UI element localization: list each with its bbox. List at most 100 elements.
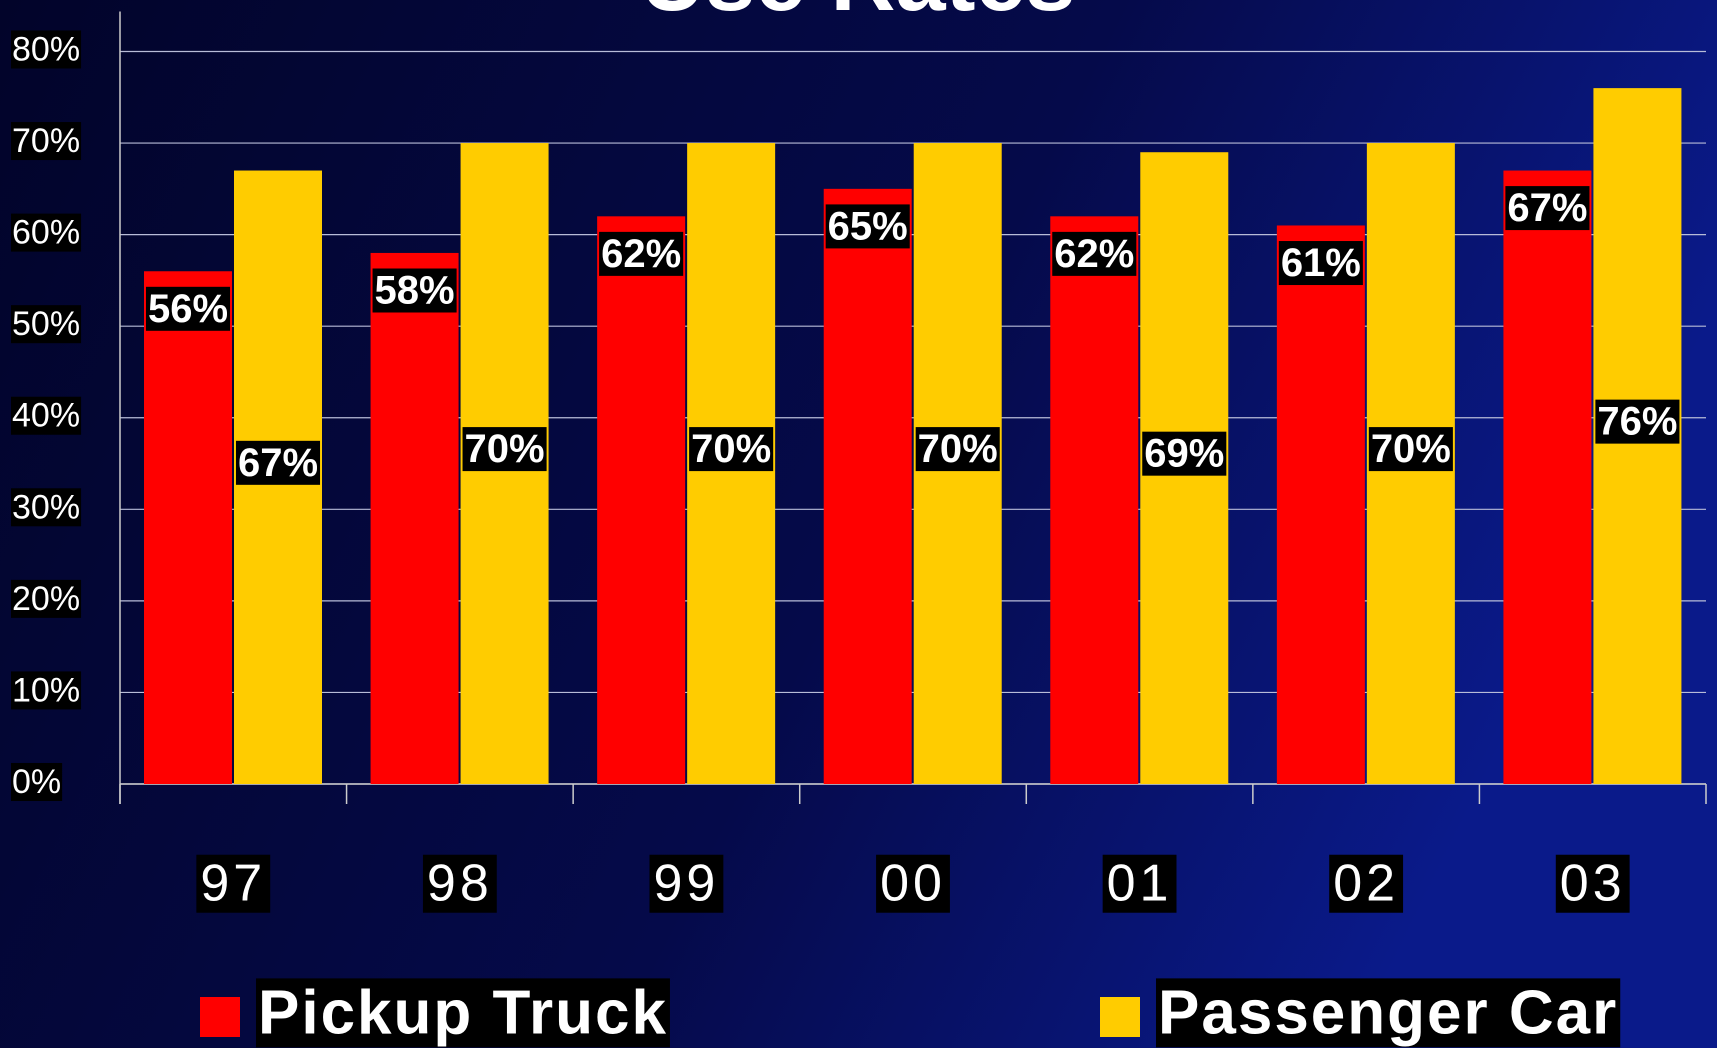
legend-label-box <box>1156 978 1621 1048</box>
data-label: 70% <box>1371 427 1451 471</box>
y-tick-label-box <box>11 396 82 435</box>
x-tick-label: 01 <box>1107 855 1173 913</box>
data-label: 67% <box>238 441 318 485</box>
data-label-group: 69% <box>1142 431 1227 476</box>
legend-label: Pickup Truck <box>258 978 668 1047</box>
y-tick-label-group: 40% <box>11 396 82 435</box>
x-tick-label-box <box>1102 854 1177 913</box>
y-tick-label-box <box>11 671 82 710</box>
bar <box>144 271 232 784</box>
data-label-box <box>689 427 774 472</box>
data-label-group: 61% <box>1278 241 1363 286</box>
data-label-group: 56% <box>145 286 231 331</box>
y-tick-label-group: 80% <box>11 30 82 69</box>
y-tick-label-box <box>11 762 63 801</box>
y-tick-label-group: 50% <box>11 305 82 344</box>
data-label-box <box>1278 241 1363 286</box>
data-label: 70% <box>918 427 998 471</box>
data-label: 70% <box>465 427 545 471</box>
bar <box>370 252 459 784</box>
x-tick-label-group: 01 <box>1102 854 1177 913</box>
bar <box>823 188 912 784</box>
y-tick-label-group: 10% <box>11 671 82 710</box>
y-tick-label: 80% <box>12 30 80 68</box>
data-label-box <box>462 427 547 472</box>
data-label: 67% <box>1507 186 1587 230</box>
bar <box>597 216 686 784</box>
x-tick-label: 00 <box>880 855 946 913</box>
y-tick-label-box <box>11 122 82 161</box>
x-tick-label-group: 03 <box>1555 854 1630 913</box>
data-label-box <box>1595 399 1680 444</box>
data-label: 76% <box>1597 400 1677 444</box>
legend-label-group: Passenger Car <box>1156 978 1621 1048</box>
data-label-group: 70% <box>1368 427 1453 472</box>
y-tick-label-group: 70% <box>11 122 82 161</box>
x-tick-label-group: 98 <box>422 854 497 913</box>
x-tick-label-box <box>422 854 497 913</box>
data-label-group: 70% <box>915 427 1000 472</box>
data-label-box <box>1505 186 1590 231</box>
data-label-box <box>1368 427 1453 472</box>
legend-label-group: Pickup Truck <box>256 978 670 1048</box>
y-tick-label: 50% <box>12 305 80 343</box>
data-label-box <box>235 440 321 485</box>
y-tick-label: 10% <box>12 671 80 709</box>
data-label: 62% <box>1054 232 1134 276</box>
data-label-group: 58% <box>372 268 457 313</box>
data-label-group: 67% <box>235 440 321 485</box>
x-tick-label: 02 <box>1333 855 1399 913</box>
data-label-group: 67% <box>1505 186 1590 231</box>
data-label: 61% <box>1281 241 1361 285</box>
data-label-box <box>599 231 684 276</box>
y-tick-label-box <box>11 213 82 252</box>
y-tick-label-group: 60% <box>11 213 82 252</box>
y-tick-label: 70% <box>12 122 80 160</box>
x-tick-label: 99 <box>654 855 720 913</box>
data-label-group: 70% <box>462 427 547 472</box>
data-label-box <box>145 286 231 331</box>
x-tick-label-group: 02 <box>1329 854 1404 913</box>
y-tick-label: 0% <box>12 763 61 801</box>
data-label-group: 62% <box>599 231 684 276</box>
data-label: 69% <box>1144 432 1224 476</box>
data-label: 58% <box>375 269 455 313</box>
data-label-box <box>1052 231 1137 276</box>
y-tick-label: 40% <box>12 397 80 435</box>
y-tick-label-box <box>11 579 82 618</box>
bar <box>1276 225 1365 784</box>
data-label-group: 62% <box>1052 231 1137 276</box>
y-tick-label-group: 0% <box>11 762 63 801</box>
y-tick-label-box <box>11 30 82 69</box>
data-label-box <box>915 427 1000 472</box>
legend-label: Passenger Car <box>1158 978 1618 1047</box>
data-label-group: 65% <box>825 204 910 249</box>
y-tick-label-box <box>11 488 82 527</box>
chart-title: Use Rates <box>640 0 1075 30</box>
x-tick-label-group: 00 <box>876 854 950 913</box>
x-tick-label-group: 99 <box>649 854 724 913</box>
data-label-group: 70% <box>689 427 774 472</box>
legend-swatch <box>1100 997 1140 1037</box>
y-tick-label: 30% <box>12 488 80 526</box>
x-tick-label-box <box>876 854 950 913</box>
data-label-box <box>825 204 910 249</box>
legend-label-box <box>256 978 670 1048</box>
bar <box>1050 216 1139 784</box>
y-tick-label-group: 30% <box>11 488 82 527</box>
legend-swatch <box>200 997 240 1037</box>
y-tick-label: 20% <box>12 580 80 618</box>
data-label: 70% <box>691 427 771 471</box>
data-label: 62% <box>601 232 681 276</box>
x-tick-label-box <box>1329 854 1404 913</box>
x-tick-label-box <box>649 854 724 913</box>
x-tick-label: 03 <box>1560 855 1626 913</box>
x-tick-label: 98 <box>427 855 493 913</box>
data-label-box <box>372 268 457 313</box>
data-label: 65% <box>828 204 908 248</box>
y-tick-label-box <box>11 305 82 344</box>
data-label-group: 76% <box>1595 399 1680 444</box>
x-tick-label-box <box>1555 854 1630 913</box>
data-label: 56% <box>148 287 228 331</box>
